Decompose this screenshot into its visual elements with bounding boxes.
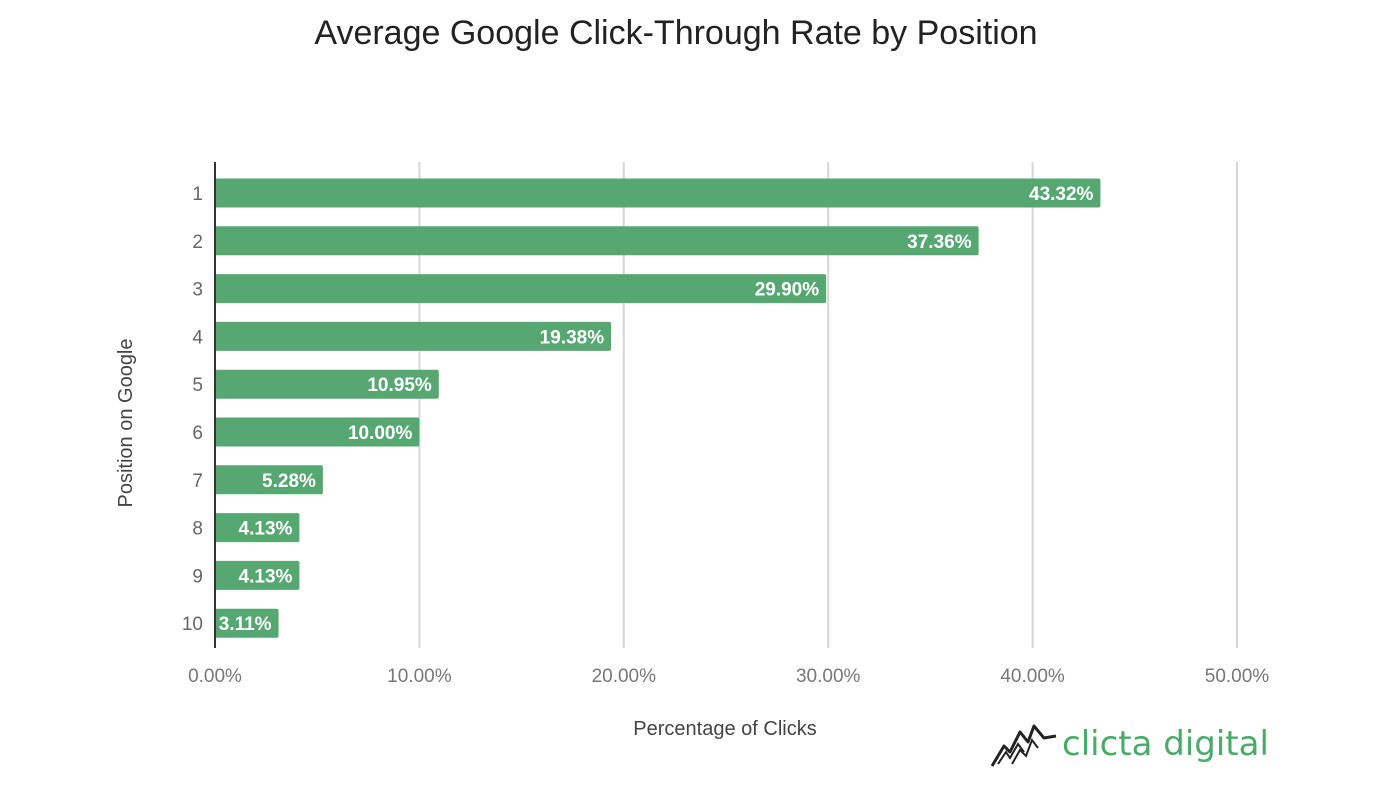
brand-logo: clicta digital — [990, 712, 1269, 772]
bar-data-label: 10.00% — [348, 423, 413, 444]
bar-data-label: 37.36% — [907, 232, 972, 253]
y-category-label: 5 — [192, 375, 203, 396]
bar-data-label: 43.32% — [1029, 184, 1094, 205]
y-category-label: 2 — [192, 232, 203, 253]
y-category-label: 8 — [192, 519, 203, 540]
y-category-label: 3 — [192, 280, 203, 301]
x-tick-label: 20.00% — [592, 666, 657, 687]
bar — [215, 274, 827, 304]
bars: 43.32% 37.36% 29.90% 19.38% 10.95% 10.00% 5.28… — [215, 178, 1101, 638]
x-tick-label: 40.00% — [1000, 666, 1065, 687]
x-axis-title: Percentage of Clicks — [633, 718, 816, 740]
bar-data-label: 5.28% — [262, 471, 316, 492]
y-category-label: 1 — [192, 184, 203, 205]
bar-data-label: 19.38% — [540, 327, 605, 348]
bar-data-label: 4.13% — [239, 566, 293, 587]
y-category-label: 4 — [192, 327, 203, 348]
x-tick-label: 50.00% — [1205, 666, 1270, 687]
bar-data-label: 4.13% — [239, 519, 293, 540]
brand-logo-text: clicta digital — [1062, 724, 1269, 764]
chart-title: Average Google Click-Through Rate by Pos… — [314, 14, 1038, 52]
bar-data-label: 3.11% — [219, 614, 272, 635]
bar — [215, 417, 420, 447]
bar — [215, 321, 612, 351]
bar-data-label: 10.95% — [367, 375, 432, 396]
bar — [215, 608, 279, 638]
bar — [215, 513, 300, 543]
bar — [215, 465, 323, 495]
x-tick-label: 30.00% — [796, 666, 861, 687]
y-category-label: 9 — [192, 566, 203, 587]
y-category-label: 7 — [192, 471, 203, 492]
bar — [215, 560, 300, 590]
x-tick-label: 0.00% — [188, 666, 242, 687]
y-axis-title: Position on Google — [115, 338, 137, 507]
bar — [215, 369, 439, 399]
bar-data-label: 29.90% — [755, 280, 820, 301]
y-category-label: 10 — [182, 614, 203, 635]
axes: 0.00% 10.00% 20.00% 30.00% 40.00% 50.00% 1 2 3 4 5… — [182, 162, 1269, 687]
y-category-label: 6 — [192, 423, 203, 444]
mountain-logo-icon — [990, 724, 1057, 767]
x-tick-label: 10.00% — [387, 666, 452, 687]
bar — [215, 178, 1101, 208]
bar — [215, 226, 979, 256]
